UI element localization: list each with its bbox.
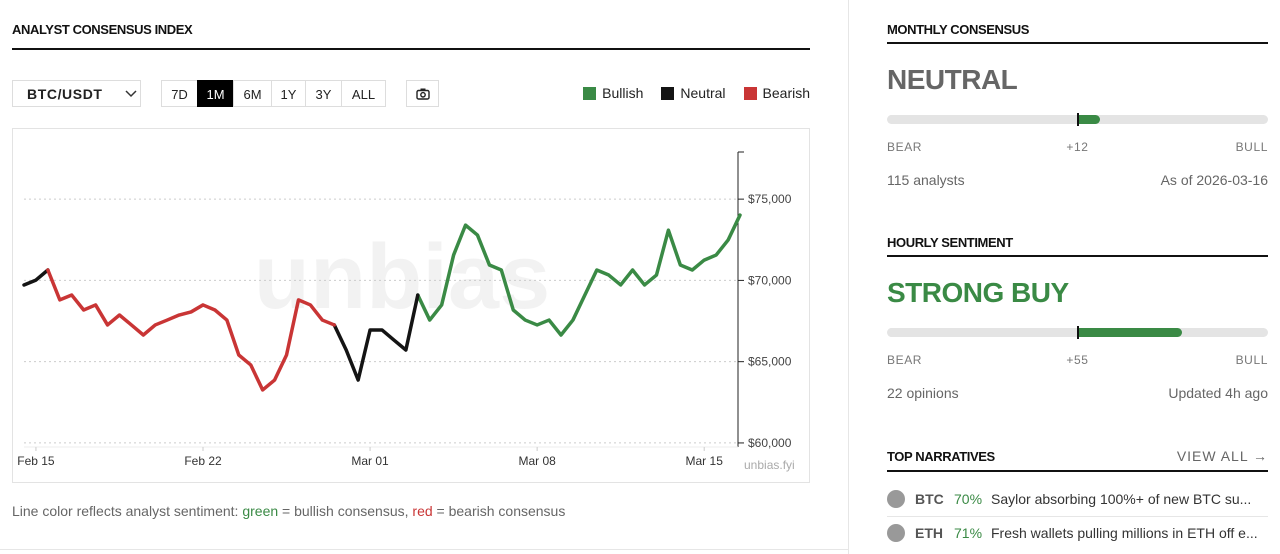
range-button[interactable]: ALL <box>341 80 386 107</box>
x-tick-label: Mar 01 <box>351 454 389 468</box>
count: 22 opinions <box>887 385 959 401</box>
panel-title: TOP NARRATIVES <box>887 449 995 464</box>
chevron <box>125 90 137 98</box>
section-title: ANALYST CONSENSUS INDEX <box>12 22 193 37</box>
caption-part: Line color reflects analyst sentiment: <box>12 503 243 519</box>
gauge-value: +12 <box>1066 140 1089 154</box>
y-tick-label: $65,000 <box>748 355 792 369</box>
legend-swatch <box>743 87 757 100</box>
chart-frame <box>12 128 810 483</box>
legend-label: Bearish <box>762 85 810 101</box>
series-line <box>22 268 420 382</box>
legend-item: Neutral <box>661 85 726 101</box>
caption: Line color reflects analyst sentiment: g… <box>12 503 565 519</box>
range-button[interactable]: 3Y <box>305 80 342 107</box>
series-line <box>46 268 337 392</box>
camera-icon <box>415 88 430 100</box>
rule <box>0 549 848 550</box>
rule <box>887 42 1268 44</box>
coin: BTC <box>915 491 944 507</box>
legend-label: Neutral <box>680 85 726 101</box>
range-button[interactable]: 7D <box>161 80 198 107</box>
verdict: NEUTRAL <box>887 64 1018 95</box>
source: unbias.fyi <box>744 458 795 472</box>
gauge-bar <box>1077 328 1183 337</box>
gauge-max: BULL <box>1235 353 1268 367</box>
legend-item: Bullish <box>583 85 643 101</box>
watermark: unbias <box>254 226 550 328</box>
percent: 70% <box>954 491 983 507</box>
legend-label: Bullish <box>602 85 644 101</box>
screenshot-button[interactable] <box>406 80 439 107</box>
caption-part: green <box>242 503 279 519</box>
range-button[interactable]: 1Y <box>271 80 306 107</box>
coin-icon <box>887 490 905 508</box>
range-button[interactable]: 6M <box>233 80 272 107</box>
count: 115 analysts <box>887 172 965 188</box>
narrative-item[interactable]: ETH 71% Fresh wallets pulling millions in … <box>887 523 1268 543</box>
divider <box>848 0 849 554</box>
percent: 71% <box>954 525 983 541</box>
caption-part: = bullish consensus, <box>278 503 413 519</box>
coin: ETH <box>915 525 943 541</box>
chart: unbias unbias.fyi $60,000 $65,000 $70,000 $… <box>12 128 810 483</box>
series-line <box>416 213 742 337</box>
view-all[interactable]: VIEW ALL → <box>1176 448 1268 464</box>
rule <box>887 470 1268 472</box>
narrative-item[interactable]: BTC 70% Saylor absorbing 100%+ of new BTC … <box>887 489 1268 509</box>
headline: Fresh wallets pulling millions in ETH of… <box>991 525 1258 541</box>
legend-swatch <box>661 87 675 100</box>
caption-part: = bearish consensus <box>432 503 566 519</box>
caption-part: red <box>412 503 433 519</box>
x-tick-label: Feb 22 <box>184 454 222 468</box>
y-tick-label: $70,000 <box>748 273 792 287</box>
legend: Bullish Neutral Bearish <box>565 85 810 101</box>
gauge-bar <box>1077 115 1101 124</box>
pair-label: BTC/USDT <box>27 86 103 102</box>
as-of: As of 2026-03-16 <box>1160 172 1268 188</box>
range-button[interactable]: 1M <box>197 80 234 107</box>
y-tick-label: $60,000 <box>748 436 792 450</box>
rule <box>12 48 810 50</box>
legend-swatch <box>583 87 597 100</box>
x-tick-label: Mar 15 <box>686 454 724 468</box>
x-tick-label: Mar 08 <box>518 454 556 468</box>
gauge-max: BULL <box>1235 140 1268 154</box>
verdict: STRONG BUY <box>887 277 1069 308</box>
separator <box>887 516 1268 517</box>
gauge-min: BEAR <box>887 140 923 154</box>
legend-item: Bearish <box>743 85 810 101</box>
gauge-value: +55 <box>1066 353 1089 367</box>
gauge-center <box>1076 326 1079 339</box>
rule <box>887 255 1268 257</box>
panel-title: MONTHLY CONSENSUS <box>887 22 1030 37</box>
y-tick-label: $75,000 <box>748 192 792 206</box>
headline: Saylor absorbing 100%+ of new BTC su... <box>991 491 1252 507</box>
as-of: Updated 4h ago <box>1168 385 1268 401</box>
gauge-center <box>1076 113 1079 126</box>
coin-icon <box>887 524 905 542</box>
pair-select[interactable]: BTC/USDT <box>12 80 141 107</box>
gauge-min: BEAR <box>887 353 923 367</box>
x-tick-label: Feb 15 <box>17 454 55 468</box>
panel-title: HOURLY SENTIMENT <box>887 235 1013 250</box>
